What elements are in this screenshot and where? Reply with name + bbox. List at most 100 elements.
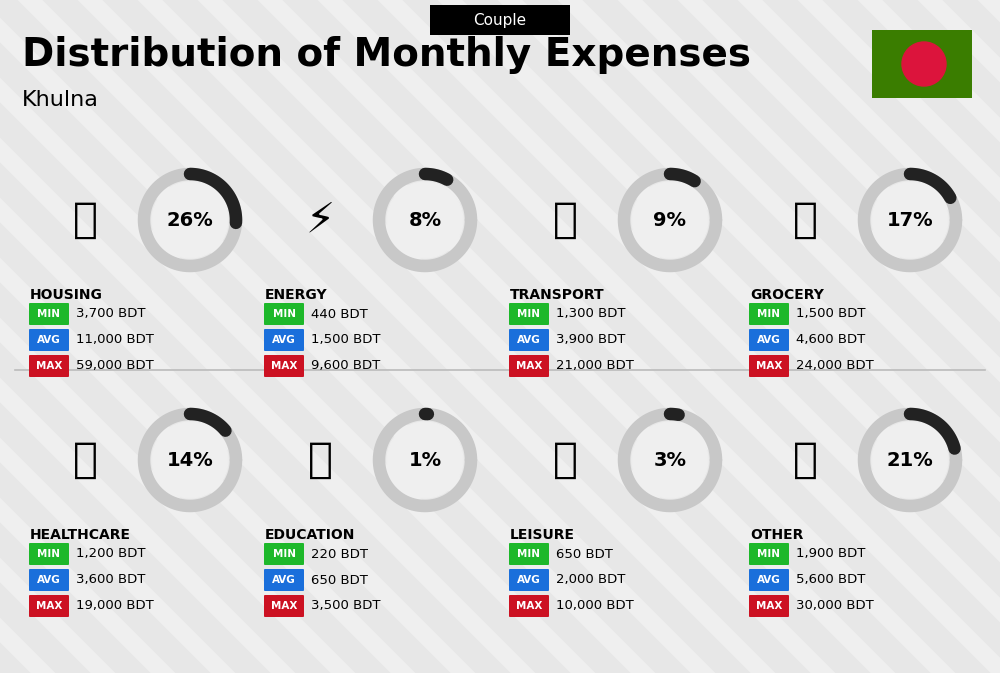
Text: 🛍: 🛍	[552, 439, 578, 481]
Text: MIN: MIN	[272, 549, 296, 559]
FancyBboxPatch shape	[29, 543, 69, 565]
Text: 3,900 BDT: 3,900 BDT	[556, 334, 625, 347]
FancyBboxPatch shape	[264, 303, 304, 325]
Text: 5,600 BDT: 5,600 BDT	[796, 573, 865, 586]
Text: 1,500 BDT: 1,500 BDT	[311, 334, 380, 347]
FancyBboxPatch shape	[749, 303, 789, 325]
Text: MIN: MIN	[38, 549, 60, 559]
Text: 3%: 3%	[654, 450, 686, 470]
Text: MAX: MAX	[516, 361, 542, 371]
Circle shape	[152, 182, 228, 258]
Text: MIN: MIN	[758, 549, 780, 559]
FancyBboxPatch shape	[430, 5, 570, 35]
FancyBboxPatch shape	[264, 543, 304, 565]
Text: Distribution of Monthly Expenses: Distribution of Monthly Expenses	[22, 36, 751, 74]
Text: 💰: 💰	[792, 439, 818, 481]
Text: 11,000 BDT: 11,000 BDT	[76, 334, 154, 347]
Text: 650 BDT: 650 BDT	[311, 573, 368, 586]
FancyBboxPatch shape	[29, 303, 69, 325]
FancyBboxPatch shape	[509, 595, 549, 617]
Circle shape	[872, 182, 948, 258]
Circle shape	[632, 182, 708, 258]
Text: Couple: Couple	[473, 13, 527, 28]
FancyBboxPatch shape	[509, 303, 549, 325]
Text: 🚌: 🚌	[552, 199, 578, 241]
Text: 1,200 BDT: 1,200 BDT	[76, 548, 146, 561]
Text: 9,600 BDT: 9,600 BDT	[311, 359, 380, 372]
Text: 650 BDT: 650 BDT	[556, 548, 613, 561]
Text: 19,000 BDT: 19,000 BDT	[76, 600, 154, 612]
Circle shape	[387, 182, 463, 258]
Circle shape	[152, 422, 228, 498]
Text: 1,300 BDT: 1,300 BDT	[556, 308, 626, 320]
Text: 3,500 BDT: 3,500 BDT	[311, 600, 380, 612]
FancyBboxPatch shape	[264, 355, 304, 377]
Text: GROCERY: GROCERY	[750, 288, 824, 302]
Circle shape	[902, 42, 946, 86]
Text: 1%: 1%	[408, 450, 442, 470]
Text: 440 BDT: 440 BDT	[311, 308, 368, 320]
Text: 21,000 BDT: 21,000 BDT	[556, 359, 634, 372]
Text: 21%: 21%	[887, 450, 933, 470]
Circle shape	[632, 422, 708, 498]
Text: 4,600 BDT: 4,600 BDT	[796, 334, 865, 347]
Text: 17%: 17%	[887, 211, 933, 229]
Text: MIN: MIN	[38, 309, 60, 319]
Text: 59,000 BDT: 59,000 BDT	[76, 359, 154, 372]
Text: 🏙: 🏙	[72, 199, 98, 241]
Text: 🎓: 🎓	[308, 439, 332, 481]
FancyBboxPatch shape	[749, 595, 789, 617]
Text: MIN: MIN	[518, 309, 540, 319]
FancyBboxPatch shape	[509, 569, 549, 591]
FancyBboxPatch shape	[264, 569, 304, 591]
Text: 3,600 BDT: 3,600 BDT	[76, 573, 145, 586]
FancyBboxPatch shape	[29, 595, 69, 617]
Text: MIN: MIN	[272, 309, 296, 319]
Text: AVG: AVG	[272, 335, 296, 345]
FancyBboxPatch shape	[749, 543, 789, 565]
FancyBboxPatch shape	[264, 329, 304, 351]
FancyBboxPatch shape	[29, 329, 69, 351]
Text: 3,700 BDT: 3,700 BDT	[76, 308, 146, 320]
Text: 30,000 BDT: 30,000 BDT	[796, 600, 874, 612]
Text: 💗: 💗	[72, 439, 98, 481]
Text: MIN: MIN	[518, 549, 540, 559]
Text: 9%: 9%	[654, 211, 686, 229]
Text: LEISURE: LEISURE	[510, 528, 575, 542]
Circle shape	[387, 422, 463, 498]
Text: AVG: AVG	[517, 575, 541, 585]
Text: AVG: AVG	[757, 335, 781, 345]
Text: AVG: AVG	[757, 575, 781, 585]
FancyBboxPatch shape	[872, 30, 972, 98]
Text: AVG: AVG	[37, 335, 61, 345]
Text: Khulna: Khulna	[22, 90, 99, 110]
Text: OTHER: OTHER	[750, 528, 803, 542]
Text: TRANSPORT: TRANSPORT	[510, 288, 605, 302]
Text: 220 BDT: 220 BDT	[311, 548, 368, 561]
Text: 14%: 14%	[167, 450, 213, 470]
Text: AVG: AVG	[272, 575, 296, 585]
Text: 26%: 26%	[167, 211, 213, 229]
Text: 10,000 BDT: 10,000 BDT	[556, 600, 634, 612]
Text: MIN: MIN	[758, 309, 780, 319]
Circle shape	[872, 422, 948, 498]
Text: MAX: MAX	[36, 601, 62, 611]
Text: 🛒: 🛒	[792, 199, 818, 241]
Text: 1,900 BDT: 1,900 BDT	[796, 548, 865, 561]
Text: 1,500 BDT: 1,500 BDT	[796, 308, 866, 320]
Text: MAX: MAX	[756, 601, 782, 611]
FancyBboxPatch shape	[29, 355, 69, 377]
FancyBboxPatch shape	[749, 355, 789, 377]
FancyBboxPatch shape	[29, 569, 69, 591]
FancyBboxPatch shape	[509, 355, 549, 377]
Text: MAX: MAX	[36, 361, 62, 371]
Text: ⚡: ⚡	[305, 199, 335, 241]
Text: 8%: 8%	[408, 211, 442, 229]
FancyBboxPatch shape	[509, 543, 549, 565]
Text: ENERGY: ENERGY	[265, 288, 328, 302]
FancyBboxPatch shape	[749, 569, 789, 591]
FancyBboxPatch shape	[749, 329, 789, 351]
Text: MAX: MAX	[271, 601, 297, 611]
Text: HEALTHCARE: HEALTHCARE	[30, 528, 131, 542]
FancyBboxPatch shape	[509, 329, 549, 351]
